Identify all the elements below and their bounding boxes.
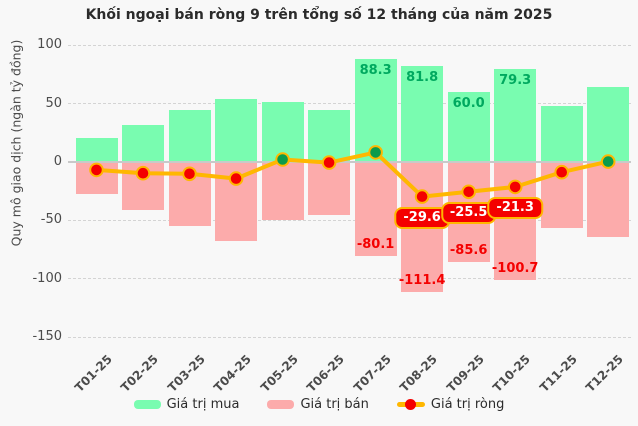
net-value-badge: -21.3 (487, 196, 543, 219)
chart-title: Khối ngoại bán ròng 9 trên tổng số 12 th… (85, 7, 553, 23)
sell-bar[interactable] (168, 162, 211, 226)
y-tick-label: 0 (53, 154, 62, 169)
sell-series-swatch (267, 400, 295, 409)
buy-bar-label: 60.0 (452, 95, 485, 111)
y-tick-label: 50 (45, 95, 62, 111)
buy-bar[interactable] (447, 91, 490, 162)
buy-bar[interactable] (354, 58, 397, 162)
sell-bar[interactable] (122, 162, 165, 211)
sell-bar[interactable] (540, 162, 583, 228)
sell-bar-label: -85.6 (449, 242, 488, 258)
legend-label-sell: Giá trị bán (300, 397, 369, 412)
gridline (68, 103, 631, 105)
gridline (68, 44, 631, 46)
y-tick-label: -50 (40, 212, 62, 228)
gridline (68, 219, 631, 221)
sell-bar-label: -100.7 (491, 260, 539, 276)
y-tick-label: 100 (37, 37, 62, 53)
buy-bar-label: 88.3 (359, 62, 392, 78)
legend-label-net: Giá trị ròng (430, 397, 505, 412)
sell-bar[interactable] (261, 162, 304, 220)
net-dot-swatch (405, 399, 417, 410)
net-line-swatch (396, 399, 425, 410)
buy-bar[interactable] (75, 138, 118, 162)
legend-label-buy: Giá trị mua (166, 397, 240, 412)
buy-bar[interactable] (587, 86, 630, 162)
chart-legend: Giá trị mua Giá trị bán Giá trị ròng (0, 397, 638, 412)
buy-bar-label: 81.8 (406, 70, 439, 86)
y-tick-label: -100 (32, 270, 62, 286)
sell-bar-label: -111.4 (398, 273, 446, 289)
legend-item-sell[interactable]: Giá trị bán (267, 397, 369, 412)
buy-bar[interactable] (540, 106, 583, 162)
gridline (68, 336, 631, 338)
zero-axis-line (68, 161, 631, 163)
buy-bar[interactable] (122, 124, 165, 162)
buy-series-swatch (133, 400, 161, 409)
buy-bar[interactable] (168, 110, 211, 162)
buy-bar[interactable] (215, 99, 258, 162)
buy-bar[interactable] (261, 101, 304, 162)
sell-bar[interactable] (587, 162, 630, 237)
sell-bar[interactable] (308, 162, 351, 215)
buy-bar[interactable] (494, 69, 537, 162)
sell-bar-label: -80.1 (356, 236, 395, 252)
buy-bar[interactable] (401, 66, 444, 162)
sell-bar[interactable] (75, 162, 118, 194)
legend-item-buy[interactable]: Giá trị mua (133, 397, 240, 412)
y-tick-label: -150 (32, 329, 62, 345)
buy-bar-label: 79.3 (499, 73, 532, 89)
legend-item-net[interactable]: Giá trị ròng (396, 397, 505, 412)
sell-bar[interactable] (215, 162, 258, 242)
gridline (68, 278, 631, 280)
buy-bar[interactable] (308, 109, 351, 162)
